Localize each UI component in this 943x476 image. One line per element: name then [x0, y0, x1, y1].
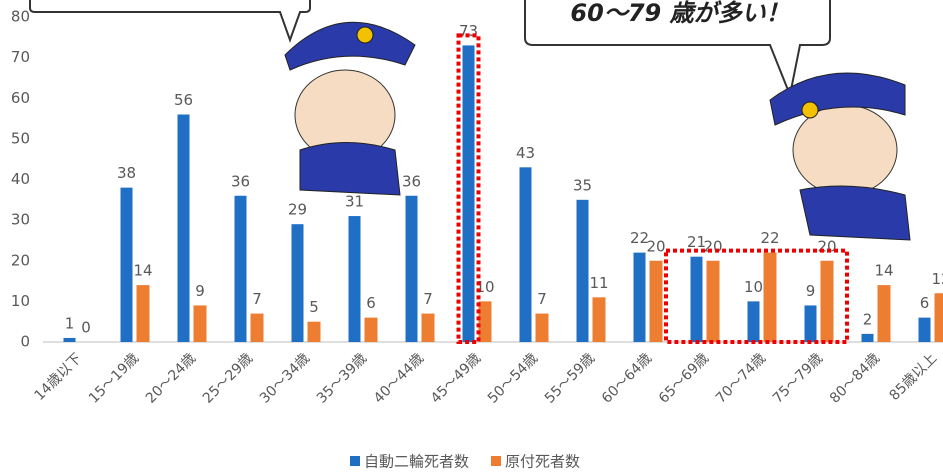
- x-tick-label: 60～64歳: [599, 350, 655, 406]
- data-label: 0: [81, 319, 91, 337]
- police-figure: [285, 22, 415, 195]
- bar: [520, 167, 532, 342]
- bar: [463, 45, 475, 342]
- data-label: 7: [537, 290, 547, 308]
- legend-swatch: [491, 456, 501, 466]
- data-label: 2: [863, 310, 873, 328]
- data-label: 56: [174, 91, 193, 109]
- x-tick-label: 25～29歳: [200, 350, 256, 406]
- bar: [64, 338, 76, 342]
- bar: [821, 261, 834, 342]
- x-tick-label: 45～49歳: [428, 350, 484, 406]
- bar: [878, 285, 891, 342]
- data-label: 31: [345, 193, 364, 211]
- bar: [593, 297, 606, 342]
- y-tick-label: 30: [11, 211, 30, 229]
- bar: [365, 318, 378, 342]
- x-tick-label: 35～39歳: [314, 350, 370, 406]
- bar: [691, 257, 703, 342]
- bar: [308, 322, 321, 342]
- bar: [748, 301, 760, 342]
- x-tick-label: 30～34歳: [257, 350, 313, 406]
- y-tick-label: 20: [11, 251, 30, 269]
- bar: [805, 305, 817, 342]
- data-label: 1: [65, 314, 75, 332]
- bar: [349, 216, 361, 342]
- data-label: 36: [402, 172, 421, 190]
- data-label: 9: [195, 282, 205, 300]
- bar: [292, 224, 304, 342]
- data-label: 7: [423, 290, 433, 308]
- data-label: 9: [806, 282, 816, 300]
- data-label: 14: [133, 262, 152, 280]
- x-tick-label: 80～84歳: [827, 350, 883, 406]
- data-label: 22: [760, 229, 779, 247]
- bubble-text: 60～79 歳が多い！: [570, 0, 789, 27]
- bar: [178, 115, 190, 343]
- data-label: 20: [703, 237, 722, 255]
- bar: [479, 301, 492, 342]
- data-label: 5: [309, 298, 319, 316]
- bar: [650, 261, 663, 342]
- speech-bubble: [30, 0, 310, 40]
- x-tick-label: 20～24歳: [143, 350, 199, 406]
- y-tick-label: 10: [11, 292, 30, 310]
- y-tick-label: 70: [11, 48, 30, 66]
- bar: [935, 293, 943, 342]
- y-tick-label: 50: [11, 129, 30, 147]
- data-label: 38: [117, 164, 136, 182]
- x-tick-label: 75～79歳: [770, 350, 826, 406]
- x-tick-label: 85歳以上: [887, 350, 941, 404]
- x-tick-label: 14歳以下: [32, 350, 86, 404]
- data-label: 12: [931, 270, 943, 288]
- bar: [121, 188, 133, 342]
- bar: [536, 314, 549, 342]
- bar: [634, 253, 646, 342]
- bar: [137, 285, 150, 342]
- bar: [577, 200, 589, 342]
- x-tick-label: 40～44歳: [371, 350, 427, 406]
- y-tick-label: 0: [20, 333, 30, 351]
- bar: [862, 334, 874, 342]
- bar: [919, 318, 931, 342]
- data-label: 6: [920, 294, 930, 312]
- x-tick-label: 55～59歳: [542, 350, 598, 406]
- data-label: 43: [516, 144, 535, 162]
- data-label: 35: [573, 176, 592, 194]
- bar: [406, 196, 418, 342]
- bar: [194, 305, 207, 342]
- data-label: 36: [231, 172, 250, 190]
- page: {"chart_data": {"type": "bar", "annotati…: [0, 0, 943, 472]
- legend-swatch: [350, 456, 360, 466]
- police-figure: [770, 73, 910, 240]
- x-tick-label: 65～69歳: [656, 350, 712, 406]
- chart: 60～79 歳が多い！ 0102030405060708014歳以下1015～1…: [0, 0, 943, 472]
- y-tick-label: 40: [11, 170, 30, 188]
- bar: [251, 314, 264, 342]
- data-label: 10: [744, 278, 763, 296]
- bar: [422, 314, 435, 342]
- data-label: 14: [874, 262, 893, 280]
- x-tick-label: 70～74歳: [713, 350, 769, 406]
- x-tick-label: 50～54歳: [485, 350, 541, 406]
- bar: [235, 196, 247, 342]
- data-label: 11: [589, 274, 608, 292]
- data-label: 10: [475, 278, 494, 296]
- x-tick-label: 15～19歳: [86, 350, 142, 406]
- data-label: 7: [252, 290, 262, 308]
- data-label: 6: [366, 294, 376, 312]
- bar: [707, 261, 720, 342]
- data-label: 29: [288, 201, 307, 219]
- data-label: 20: [646, 237, 665, 255]
- y-tick-label: 60: [11, 89, 30, 107]
- y-tick-label: 80: [11, 8, 30, 26]
- legend-label: 原付死者数: [505, 453, 580, 471]
- bar: [764, 253, 777, 342]
- legend-label: 自動二輪死者数: [364, 453, 469, 471]
